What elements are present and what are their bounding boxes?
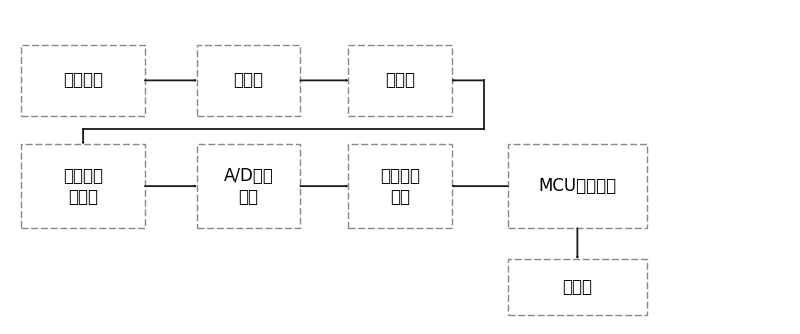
FancyBboxPatch shape: [508, 144, 647, 228]
Text: MCU微控制器: MCU微控制器: [538, 177, 617, 195]
Text: 光源系统: 光源系统: [63, 71, 103, 90]
Text: 数据缓存
模块: 数据缓存 模块: [380, 167, 420, 205]
FancyBboxPatch shape: [508, 259, 647, 315]
FancyBboxPatch shape: [348, 144, 452, 228]
Text: 样品槽: 样品槽: [385, 71, 415, 90]
FancyBboxPatch shape: [22, 144, 145, 228]
Text: 显示器: 显示器: [562, 278, 592, 296]
FancyBboxPatch shape: [22, 45, 145, 116]
Text: A/D转换
模块: A/D转换 模块: [223, 167, 274, 205]
FancyBboxPatch shape: [197, 45, 300, 116]
FancyBboxPatch shape: [348, 45, 452, 116]
Text: 光纤探头
传感器: 光纤探头 传感器: [63, 167, 103, 205]
Text: 分光器: 分光器: [234, 71, 263, 90]
FancyBboxPatch shape: [197, 144, 300, 228]
